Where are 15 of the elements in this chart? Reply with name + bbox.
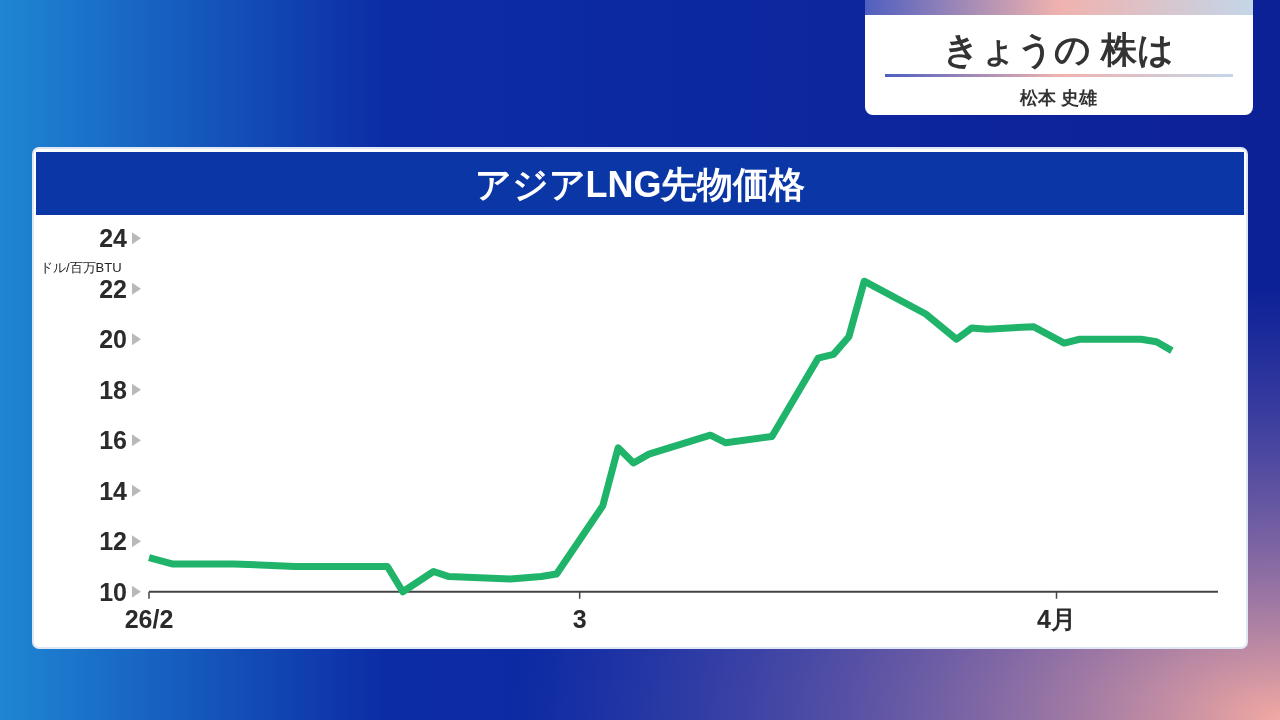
- y-tick-label: 16: [99, 426, 127, 455]
- y-tick-label: 14: [99, 476, 128, 505]
- text: 松本 史雄: [1019, 88, 1098, 108]
- y-tick-label: 12: [99, 527, 127, 556]
- y-tick-label: 24: [99, 224, 128, 253]
- chart-title: アジアLNG先物価格: [474, 164, 806, 205]
- y-tick-label: 10: [99, 577, 127, 606]
- y-axis-title: ドル/百万BTU: [40, 260, 122, 275]
- y-tick-label: 20: [99, 325, 127, 354]
- x-tick-label: 26/2: [124, 605, 174, 633]
- x-tick-label: 4月: [1037, 605, 1076, 633]
- x-tick-label: 3: [572, 605, 587, 633]
- y-tick-label: 18: [99, 375, 128, 404]
- y-tick-label: 22: [99, 274, 127, 303]
- text: きょうの 株は: [943, 29, 1175, 70]
